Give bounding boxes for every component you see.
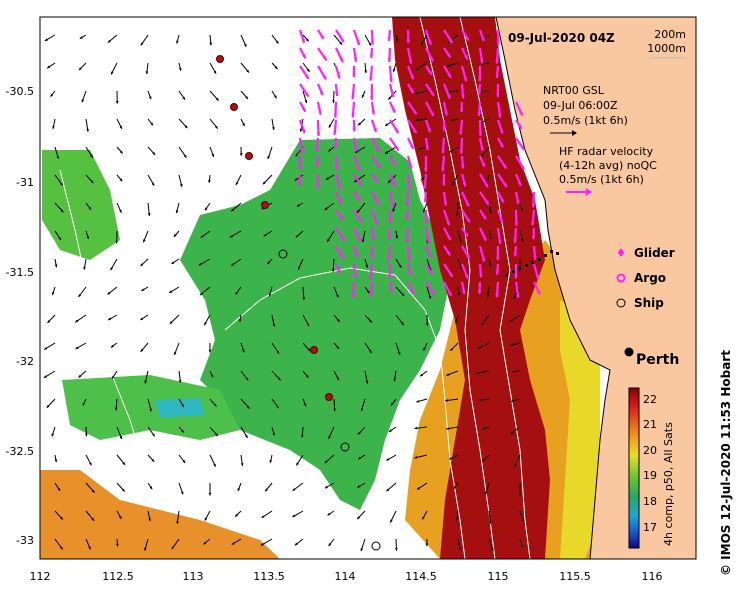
perth-label: Perth — [636, 352, 679, 368]
y-tick-label: -32.5 — [6, 445, 34, 458]
map-title: 09-Jul-2020 04Z — [508, 31, 615, 45]
x-tick-label: 116 — [642, 570, 663, 583]
colorbar-tick-label: 21 — [643, 418, 657, 431]
x-tick-label: 114.5 — [405, 570, 437, 583]
argo-marker — [262, 202, 269, 209]
y-tick-label: -32 — [16, 355, 34, 368]
legend-glider-label: Glider — [634, 246, 675, 260]
colorbar — [629, 388, 639, 548]
colorbar-tick-label: 18 — [643, 495, 657, 508]
contour-label-1000m: 1000m — [647, 42, 686, 55]
argo-marker — [311, 347, 318, 354]
hf-label-line2: (4-12h avg) noQC — [559, 159, 657, 172]
legend-glider-symbol: ♦ — [616, 246, 627, 260]
x-tick-label: 114 — [335, 570, 356, 583]
argo-marker — [231, 104, 238, 111]
colorbar-tick-label: 22 — [643, 393, 657, 406]
colorbar-tick-label: 19 — [643, 469, 657, 482]
x-axis: 112 112.5 113 113.5 114 114.5 115 115.5 … — [30, 570, 663, 583]
x-tick-label: 113 — [183, 570, 204, 583]
credit-label: © IMOS 12-Jul-2020 11:53 Hobart — [719, 350, 733, 576]
argo-marker — [217, 56, 224, 63]
colorbar-tick-label: 17 — [643, 521, 657, 534]
gsl-label-line2: 09-Jul 06:00Z — [543, 99, 618, 112]
y-axis: -30.5 -31 -31.5 -32 -32.5 -33 — [6, 85, 34, 547]
legend-argo-label: Argo — [634, 271, 666, 285]
argo-marker — [326, 394, 333, 401]
y-tick-label: -31.5 — [6, 266, 34, 279]
contour-label-200m: 200m — [654, 28, 686, 41]
hf-label-line1: HF radar velocity — [559, 145, 654, 158]
gsl-label-line1: NRT00 GSL — [543, 84, 605, 97]
x-tick-label: 112.5 — [102, 570, 134, 583]
y-tick-label: -30.5 — [6, 85, 34, 98]
x-tick-label: 112 — [30, 570, 51, 583]
y-tick-label: -33 — [16, 534, 34, 547]
legend-ship-label: Ship — [634, 296, 664, 310]
colorbar-tick-label: 20 — [643, 444, 657, 457]
x-tick-label: 113.5 — [253, 570, 285, 583]
x-tick-label: 115 — [488, 570, 509, 583]
argo-marker — [246, 153, 253, 160]
perth-marker — [625, 348, 634, 357]
y-tick-label: -31 — [16, 176, 34, 189]
gsl-label-line3: 0.5m/s (1kt 6h) — [543, 114, 628, 127]
hf-label-line3: 0.5m/s (1kt 6h) — [559, 173, 644, 186]
x-tick-label: 115.5 — [559, 570, 591, 583]
colorbar-label: 4h comp, p50, All Sats — [662, 422, 675, 546]
